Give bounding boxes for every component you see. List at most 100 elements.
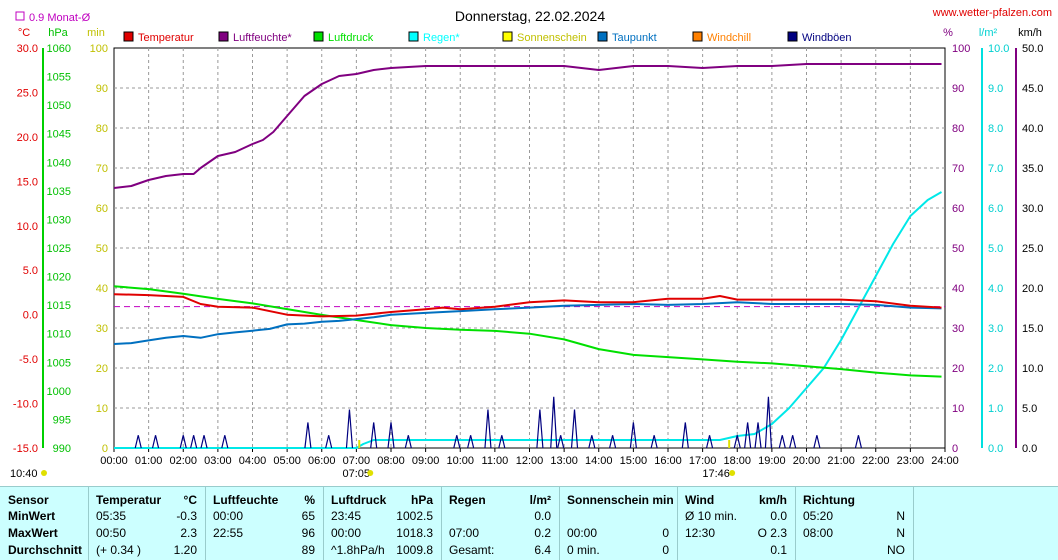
pressure-axis-tick: 1045	[47, 129, 71, 141]
table-header: Luftdruck	[331, 493, 387, 507]
table-cell-time: 22:55	[213, 526, 244, 540]
legend-swatch	[502, 31, 513, 42]
pressure-axis-tick: 1035	[47, 186, 71, 198]
rain-axis-tick: 8.0	[988, 123, 1003, 135]
temp-axis-tick: 30.0	[17, 43, 38, 55]
table-cell-time: 00:00	[331, 526, 362, 540]
humidity-unit: %	[943, 27, 953, 39]
table-cell-value: 0.0	[534, 509, 551, 523]
gust-spike	[733, 435, 741, 449]
wind-axis-tick: 0.0	[1022, 443, 1037, 455]
rain-unit: l/m²	[979, 27, 998, 39]
minutes-axis-tick: 60	[96, 203, 108, 215]
table-cell-value: 0.0	[770, 509, 787, 523]
legend-label: Temperatur	[138, 32, 194, 44]
humidity-axis-tick: 10	[952, 403, 964, 415]
x-tick-label: 22:00	[862, 455, 890, 467]
minutes-axis-tick: 90	[96, 83, 108, 95]
table-header: Temperatur	[96, 493, 162, 507]
table-cell-time: 08:00	[803, 526, 834, 540]
legend-swatch	[218, 31, 229, 42]
gust-spike	[221, 435, 229, 449]
source-link[interactable]: www.wetter-pfalzen.com	[932, 7, 1052, 19]
minutes-unit: min	[87, 27, 105, 39]
minutes-axis-tick: 70	[96, 163, 108, 175]
table-column	[0, 487, 89, 560]
table-header-unit: l/m²	[529, 493, 551, 507]
table-header: Luftfeuchte	[213, 493, 279, 507]
table-column	[441, 487, 560, 560]
legend-swatch	[123, 31, 134, 42]
x-tick-label: 15:00	[620, 455, 648, 467]
x-tick-label: 13:00	[550, 455, 578, 467]
table-header: Sonnenschein min	[567, 493, 674, 507]
x-tick-label: 05:00	[273, 455, 301, 467]
pressure-axis-tick: 1015	[47, 300, 71, 312]
table-cell-value: NO	[887, 543, 905, 557]
sun-hours-icon	[41, 470, 47, 476]
sunset-label: 17:46	[702, 468, 730, 480]
gust-spike	[179, 435, 187, 449]
x-tick-label: 20:00	[793, 455, 821, 467]
x-tick-label: 08:00	[377, 455, 405, 467]
wind-axis-tick: 45.0	[1022, 83, 1043, 95]
gust-spike	[345, 409, 354, 449]
sunrise-label: 07:05	[342, 468, 370, 480]
minutes-axis-tick: 80	[96, 123, 108, 135]
temp-axis-tick: -15.0	[13, 443, 38, 455]
rain-axis-tick: 2.0	[988, 363, 1003, 375]
gust-spike	[304, 422, 312, 449]
pressure-axis-tick: 1020	[47, 272, 71, 284]
rain-axis-tick: 10.0	[988, 43, 1009, 55]
temp-axis-tick: 15.0	[17, 176, 38, 188]
humidity-line	[113, 63, 942, 189]
table-cell-value: 0	[662, 526, 669, 540]
table-column	[88, 487, 206, 560]
x-tick-label: 00:00	[100, 455, 128, 467]
table-cell-value: 0.2	[534, 526, 551, 540]
table-header-unit: %	[304, 493, 315, 507]
pressure-axis-tick: 1025	[47, 243, 71, 255]
pressure-axis-tick: 1030	[47, 214, 71, 226]
table-cell-time: 05:20	[803, 509, 834, 523]
temperature-line	[113, 293, 942, 318]
x-tick-label: 19:00	[758, 455, 786, 467]
x-tick-label: 10:00	[446, 455, 474, 467]
gust-spike	[570, 409, 579, 449]
table-row-label: MinWert	[8, 509, 56, 523]
humidity-axis-tick: 70	[952, 163, 964, 175]
temp-axis-tick: 5.0	[23, 265, 38, 277]
weather-chart: Donnerstag, 22.02.2024 www.wetter-pfalze…	[10, 7, 1052, 480]
gust-spike	[754, 422, 762, 449]
table-cell-value: 1018.3	[396, 526, 433, 540]
humidity-axis-tick: 30	[952, 323, 964, 335]
temp-axis-tick: 0.0	[23, 310, 38, 322]
wind-axis-tick: 40.0	[1022, 123, 1043, 135]
gust-spike	[681, 422, 689, 449]
wind-axis-tick: 50.0	[1022, 43, 1043, 55]
table-cell-value: 1.20	[173, 543, 197, 557]
rain-axis-tick: 7.0	[988, 163, 1003, 175]
minutes-axis-tick: 40	[96, 283, 108, 295]
wind-axis-tick: 25.0	[1022, 243, 1043, 255]
sunset-sun-icon	[729, 470, 736, 476]
gust-spike	[813, 435, 821, 449]
rain-axis-tick: 3.0	[988, 323, 1003, 335]
wind-unit: km/h	[1018, 27, 1042, 39]
legend-label: Luftfeuchte*	[233, 32, 292, 44]
month-avg-label: 0.9 Monat-Ø	[29, 12, 91, 24]
x-tick-label: 17:00	[689, 455, 717, 467]
table-cell-time: 00:50	[96, 526, 127, 540]
legend-label: Regen*	[423, 32, 460, 44]
x-tick-label: 23:00	[897, 455, 925, 467]
wind-axis-tick: 10.0	[1022, 363, 1043, 375]
gust-spike	[453, 435, 461, 449]
sunrise-sun-icon	[367, 470, 374, 476]
table-cell-value: N	[896, 509, 905, 523]
chart-title: Donnerstag, 22.02.2024	[455, 8, 605, 24]
gust-spike	[609, 435, 617, 449]
humidity-axis-tick: 80	[952, 123, 964, 135]
table-cell-time: 00:00	[213, 509, 244, 523]
table-cell-value: N	[896, 526, 905, 540]
table-cell-time: ^1.8hPa/h	[331, 543, 385, 557]
